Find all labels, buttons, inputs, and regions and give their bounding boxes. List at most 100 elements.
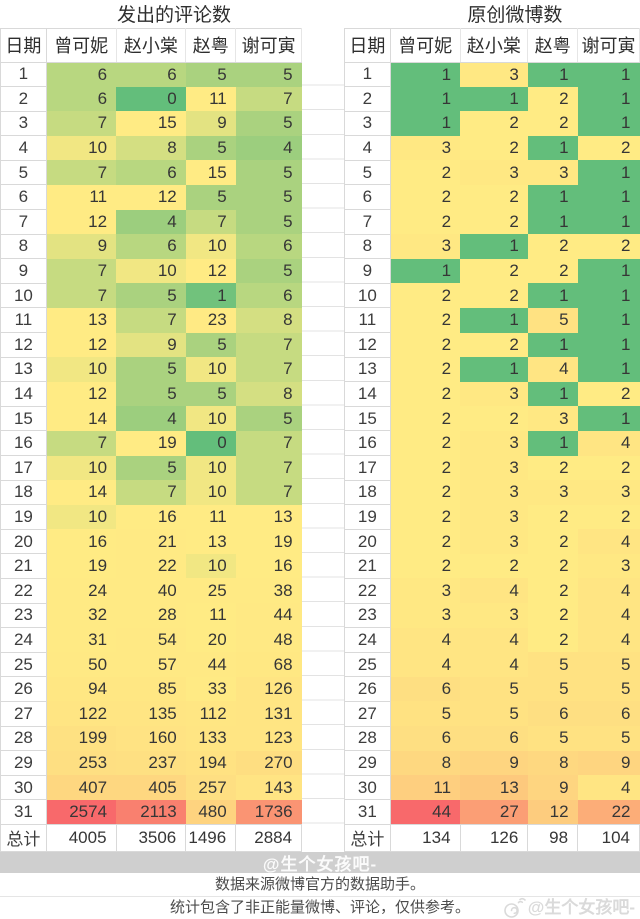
value-cell: 7 [46,160,117,185]
value-cell: 10 [116,258,186,284]
comments-table: 发出的评论数 日期 曾可妮 赵小棠 赵粤 谢可寅 1 6 6 5 5 2 6 0 11 7 3 7 15… [0,0,303,852]
table-row: 17 2 3 2 2 [343,455,640,481]
value-cell: 3 [527,160,578,185]
table-row: 28 6 6 5 5 [343,726,640,752]
value-cell: 1 [527,381,578,407]
value-cell: 7 [46,111,117,136]
table-row: 14 2 3 1 2 [343,381,640,407]
col-header-xiekeyin: 谢可寅 [235,27,303,63]
value-cell: 44 [235,603,302,628]
date-cell: 20 [343,529,391,555]
value-cell: 6 [116,234,186,259]
date-cell: 16 [343,430,391,456]
value-cell: 5 [116,455,186,481]
value-cell: 126 [235,676,302,702]
value-cell: 10 [46,504,117,530]
value-cell: 5 [460,701,528,727]
table-row: 2 6 0 11 7 [0,86,302,112]
watermark-band-text: @生个女孩吧- [262,854,378,874]
value-cell: 5 [460,676,528,702]
value-cell: 8 [390,750,461,776]
value-cell: 6 [460,726,528,751]
tables-area: 发出的评论数 日期 曾可妮 赵小棠 赵粤 谢可寅 1 6 6 5 5 2 6 0 11 7 3 7 15… [0,0,640,852]
value-cell: 112 [185,701,236,727]
value-cell: 3 [577,480,640,505]
value-cell: 28 [116,603,186,628]
table-row: 26 94 85 33 126 [0,676,302,702]
value-cell: 160 [116,726,186,751]
value-cell: 5 [235,111,302,136]
value-cell: 10 [46,455,117,481]
value-cell: 1736 [235,799,302,825]
total-value-cell: 98 [527,823,579,852]
date-cell: 17 [343,455,391,481]
value-cell: 9 [116,332,186,358]
value-cell: 1 [577,111,640,136]
value-cell: 5 [577,726,640,751]
value-cell: 9 [185,111,236,136]
value-cell: 3 [390,603,461,628]
value-cell: 257 [185,775,236,800]
title-row: 发出的评论数 [0,0,302,28]
value-cell: 2 [460,283,528,308]
table-row: 20 2 3 2 4 [343,529,640,555]
value-cell: 6 [390,676,461,702]
value-cell: 199 [46,726,117,751]
value-cell: 8 [116,135,186,161]
value-cell: 2 [390,381,461,407]
value-cell: 2 [527,258,578,284]
total-label-cell: 总计 [0,823,47,852]
value-cell: 10 [185,357,236,382]
table-row: 23 32 28 11 44 [0,603,302,629]
value-cell: 6 [527,701,578,727]
value-cell: 12 [116,184,186,210]
table-row: 12 2 2 1 1 [343,332,640,358]
value-cell: 3 [527,480,578,505]
value-cell: 2 [390,332,461,358]
value-cell: 9 [460,750,528,776]
date-cell: 30 [343,775,391,801]
date-cell: 5 [343,160,391,186]
value-cell: 2 [390,283,461,308]
value-cell: 3 [460,381,528,407]
value-cell: 4 [460,652,528,677]
value-cell: 4 [116,406,186,431]
value-cell: 0 [185,430,236,456]
value-cell: 1 [460,234,528,259]
value-cell: 4 [116,209,186,235]
header-row: 日期 曾可妮 赵小棠 赵粤 谢可寅 [343,27,640,63]
table-row: 20 16 21 13 19 [0,529,302,555]
table-row: 13 10 5 10 7 [0,357,302,383]
value-cell: 5 [235,406,302,431]
value-cell: 5 [390,701,461,727]
date-cell: 14 [343,381,391,407]
date-cell: 21 [343,553,391,579]
value-cell: 11 [46,184,117,210]
value-cell: 2 [390,357,461,382]
date-cell: 12 [0,332,47,358]
table-row: 4 10 8 5 4 [0,135,302,161]
value-cell: 1 [527,184,578,210]
value-cell: 3 [460,603,528,628]
table-row: 19 2 3 2 2 [343,504,640,530]
date-cell: 4 [343,135,391,161]
value-cell: 23 [185,307,236,333]
value-cell: 6 [46,62,117,87]
total-value-cell: 1496 [185,823,237,852]
date-cell: 11 [0,307,47,334]
value-cell: 19 [116,430,186,456]
date-cell: 29 [0,750,47,776]
table-row: 18 2 3 3 3 [343,480,640,506]
value-cell: 194 [185,750,236,776]
date-cell: 8 [0,234,47,260]
table-row: 13 2 1 4 1 [343,357,640,383]
value-cell: 5 [577,676,640,702]
value-cell: 5 [185,62,236,87]
value-cell: 2 [527,578,578,604]
date-cell: 14 [0,381,47,407]
